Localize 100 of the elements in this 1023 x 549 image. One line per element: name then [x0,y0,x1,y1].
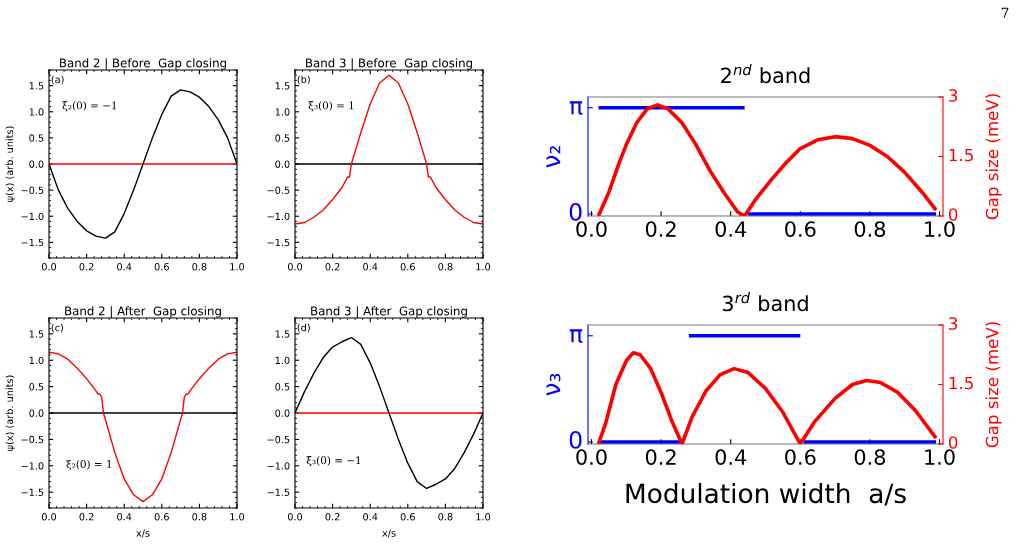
y-axis-title: ψ(x) (arb. units) [5,375,15,451]
x-tick-label: 0.4 [715,221,747,237]
y-tick-label: 1.0 [275,108,290,116]
y-tick-label: 0.0 [275,409,290,417]
y-tick-label: −1.5 [267,238,290,247]
y-tick-label: −0.5 [267,435,290,444]
x-tick-label: 1.0 [925,221,955,237]
y-tick-label: 1.0 [29,108,44,116]
y-tick-label: π [569,101,583,115]
y-tick-label: 1.0 [29,356,44,365]
y2-tick-label: 3 [949,317,958,330]
y-tick-label: −0.5 [267,186,290,194]
chart-title: Band 2 | After Gap closing [65,306,221,318]
y2-tick-label: 1.5 [949,376,973,390]
x-tick-label: 0.4 [715,449,747,465]
x-tick-label: 0.8 [438,513,453,521]
line-series [596,103,938,216]
x-tick-label: 0.6 [785,449,816,465]
x-tick-label: 0.4 [117,513,132,521]
line-series [596,350,938,444]
y-tick-label: 0.5 [275,383,290,391]
y2-tick-label: 0 [948,436,958,449]
x-tick-label: 0.8 [192,513,207,521]
x-tick-label: 1.0 [230,263,245,271]
y-tick-label: π [569,329,583,343]
y-tick-label: 0.0 [275,160,290,168]
x-tick-label: 0.2 [79,513,94,521]
y-axis-title: ν₂ [546,146,561,168]
y-tick-label: 1.0 [275,356,290,365]
text: 7 [1001,7,1009,18]
y-tick-label: 1.5 [275,82,290,90]
x-tick-label: 0.6 [400,263,415,271]
line-series [295,74,483,225]
y-tick-label: −1.0 [267,212,290,221]
x-tick-label: 0.6 [154,263,169,271]
x-tick-label: 1.0 [476,513,491,521]
annotation: ξ₃(0) = 1 [308,101,354,112]
x-tick-label: 0.4 [363,513,378,521]
x-tick-label: 0.0 [287,513,303,521]
y-tick-label: −0.5 [21,186,44,194]
x-tick-label: 1.0 [476,263,491,271]
x-tick-label: 1.0 [925,449,955,465]
y-tick-label: 0.0 [29,160,44,168]
x-tick-label: 1.0 [230,513,245,521]
y-tick-label: 0 [569,430,582,449]
annotation: ξ₂(0) = −1 [62,101,117,112]
y-axis-title: ν₃ [546,373,561,396]
y2-tick-label: 1.5 [949,148,973,162]
x-axis-title: x/s [382,529,396,538]
y-tick-label: −1.5 [267,488,290,496]
y-tick-label: 0.0 [29,409,44,417]
y-tick-label: 1.5 [29,330,44,338]
y2-tick-label: 0 [948,208,958,221]
y-tick-label: −1.5 [21,488,44,496]
y-tick-label: −1.0 [21,212,44,221]
chart-title: 2$^{nd}$ band [721,63,810,84]
x-tick-label: 0.2 [325,513,340,521]
chart-title: Band 3 | Before Gap closing [306,58,473,70]
x-tick-label: 0.8 [854,221,886,237]
x-tick-label: 0.2 [325,263,340,271]
annotation: ξ₂(0) = 1 [66,459,112,470]
annotation: (d) [297,323,310,333]
x-tick-label: 0.8 [854,449,886,465]
x-tick-label: 0.2 [79,263,94,271]
x-tick-label: 0.8 [192,263,207,271]
x-tick-label: 0.6 [154,513,169,521]
y-tick-label: −1.5 [21,238,44,247]
annotation: (b) [297,75,310,85]
x-tick-label: 0.2 [645,449,676,465]
y2-tick-label: 3 [949,89,958,102]
y-tick-label: 0.5 [275,134,290,142]
x-tick-label: 0.4 [117,263,132,271]
y-tick-label: 0 [569,202,582,221]
y-tick-label: 1.5 [275,330,290,338]
x-tick-label: 0.8 [438,263,453,271]
x-axis-title: x/s [136,529,150,538]
y-tick-label: 1.5 [29,82,44,90]
y-tick-label: −1.0 [267,462,290,470]
y2-axis-title: Gap size (meV) [985,94,1002,220]
y-axis-title: ψ(x) (arb. units) [5,126,15,202]
chart-title: Band 3 | After Gap closing [311,306,467,318]
annotation: ξ₃(0) = −1 [306,456,361,467]
y-tick-label: −1.0 [21,462,44,470]
y-tick-label: 0.5 [29,134,44,142]
x-tick-label: 0.0 [287,263,303,271]
chart-title: 3$^{rd}$ band [722,291,808,312]
x-tick-label: 0.6 [785,221,816,237]
x-tick-label: 0.4 [363,263,378,271]
y-tick-label: −0.5 [21,435,44,444]
x-tick-label: 0.2 [645,221,676,237]
annotation: (a) [51,75,64,85]
x-tick-label: 0.6 [400,513,415,521]
chart-title: Band 2 | Before Gap closing [60,58,227,70]
x-axis-title: Modulation width a/s [626,482,906,506]
line-series [49,351,237,503]
x-tick-label: 0.0 [41,263,57,271]
annotation: (c) [51,323,63,333]
y2-axis-title: Gap size (meV) [985,322,1002,448]
y-tick-label: 0.5 [29,383,44,391]
x-tick-label: 0.0 [41,513,57,521]
